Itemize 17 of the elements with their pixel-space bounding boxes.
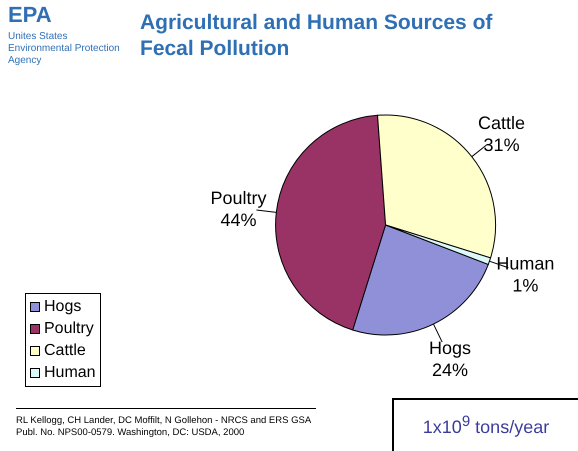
data-label: 24% <box>432 360 468 380</box>
legend-label: Human <box>44 363 96 383</box>
data-label: 44% <box>220 210 257 230</box>
data-label: 31% <box>484 135 520 156</box>
text: Unites States Environmental Protection Agency <box>8 31 121 67</box>
legend-label: Cattle <box>44 341 86 361</box>
slice-label: Human <box>496 254 554 274</box>
text: RL Kellogg, CH Lander, DC Moffilt, N Gollehon - NRCS and ERS GSA Publ. No. NPS00-0579. Washington, DC: USDA, 2000 <box>16 408 316 439</box>
slice-label: Hogs <box>428 338 472 358</box>
text: EPA <box>8 2 52 28</box>
legend-label: Poultry <box>44 319 94 339</box>
slice-label: Poultry <box>210 188 267 208</box>
text: 1x10$^{9}$ tons/year <box>422 413 550 438</box>
data-label: 1% <box>512 276 538 296</box>
chart-title: Agricultural and Human Sources of Fecal Pollution <box>140 10 494 62</box>
slice-label: Cattle <box>478 113 526 134</box>
legend-label: Hogs <box>44 297 82 317</box>
